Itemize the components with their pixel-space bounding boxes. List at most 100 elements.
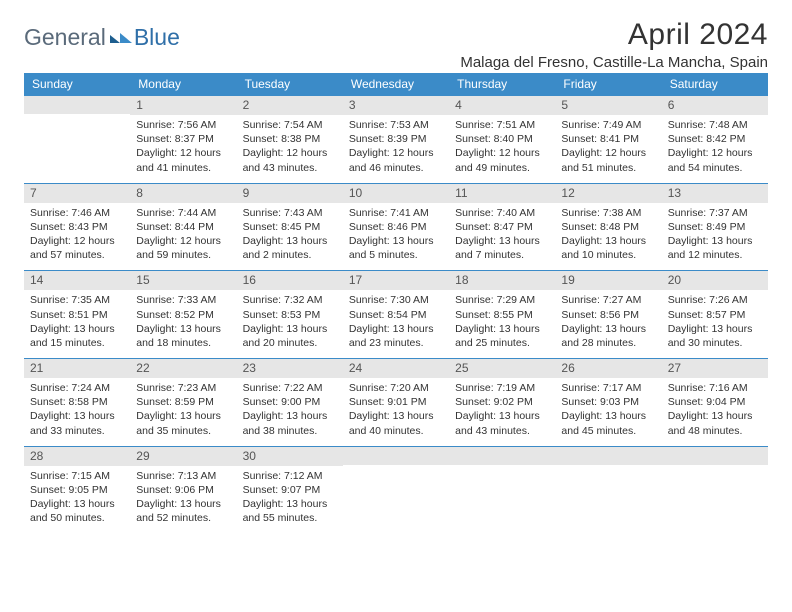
day-info: Sunrise: 7:38 AMSunset: 8:48 PMDaylight:… [561, 206, 655, 263]
sunset: Sunset: 8:58 PM [30, 395, 124, 409]
daylight: Daylight: 13 hours and 38 minutes. [243, 409, 337, 437]
day-number: 7 [24, 184, 130, 203]
day-number: 24 [343, 359, 449, 378]
sunset: Sunset: 8:57 PM [668, 308, 762, 322]
daylight: Daylight: 13 hours and 33 minutes. [30, 409, 124, 437]
sunset: Sunset: 8:38 PM [243, 132, 337, 146]
day-number: 16 [237, 271, 343, 290]
day-cell: 10Sunrise: 7:41 AMSunset: 8:46 PMDayligh… [343, 184, 449, 271]
day-cell: 16 Sunrise: 7:32 AMSunset: 8:53 PMDayligh… [237, 271, 343, 358]
sunset: Sunset: 8:41 PM [561, 132, 655, 146]
day-info: Sunrise: 7:30 AMSunset: 8:54 PMDaylight:… [349, 293, 443, 350]
day-info: Sunrise: 7:26 AMSunset: 8:57 PMDaylight:… [668, 293, 762, 350]
sunrise: Sunrise: 7:33 AM [136, 293, 230, 307]
sunset: Sunset: 8:46 PM [349, 220, 443, 234]
sunset: Sunset: 9:00 PM [243, 395, 337, 409]
sunrise: Sunrise: 7:13 AM [136, 469, 230, 483]
day-number: 23 [237, 359, 343, 378]
daylight: Daylight: 12 hours and 41 minutes. [136, 146, 230, 174]
day-cell: 18 Sunrise: 7:29 AMSunset: 8:55 PMDayligh… [449, 271, 555, 358]
day-cell: 14 Sunrise: 7:35 AMSunset: 8:51 PMDayligh… [24, 271, 130, 358]
sunrise: Sunrise: 7:17 AM [561, 381, 655, 395]
title-block: April 2024 Malaga del Fresno, Castille-L… [460, 18, 768, 71]
sunrise: Sunrise: 7:37 AM [668, 206, 762, 220]
day-info: Sunrise: 7:24 AMSunset: 8:58 PMDaylight:… [30, 381, 124, 438]
daylight: Daylight: 12 hours and 59 minutes. [136, 234, 230, 262]
sunrise: Sunrise: 7:54 AM [243, 118, 337, 132]
day-cell: 22 Sunrise: 7:23 AMSunset: 8:59 PMDayligh… [130, 359, 236, 446]
day-cell: 28Sunrise: 7:15 AMSunset: 9:05 PMDayligh… [24, 447, 130, 534]
day-cell: 26 Sunrise: 7:17 AMSunset: 9:03 PMDayligh… [555, 359, 661, 446]
day-cell: 12 Sunrise: 7:38 AMSunset: 8:48 PMDayligh… [555, 184, 661, 271]
sunset: Sunset: 9:01 PM [349, 395, 443, 409]
sunrise: Sunrise: 7:44 AM [136, 206, 230, 220]
daylight: Daylight: 12 hours and 49 minutes. [455, 146, 549, 174]
day-number: 13 [662, 184, 768, 203]
header: General Blue April 2024 Malaga del Fresn… [24, 18, 768, 71]
daylight: Daylight: 13 hours and 10 minutes. [561, 234, 655, 262]
day-cell: 30 Sunrise: 7:12 AMSunset: 9:07 PMDayligh… [237, 447, 343, 534]
day-number: 21 [24, 359, 130, 378]
sunset: Sunset: 8:53 PM [243, 308, 337, 322]
week-row: 21Sunrise: 7:24 AMSunset: 8:58 PMDayligh… [24, 359, 768, 447]
day-number: 19 [555, 271, 661, 290]
day-number: 15 [130, 271, 236, 290]
daylight: Daylight: 13 hours and 5 minutes. [349, 234, 443, 262]
sunset: Sunset: 8:55 PM [455, 308, 549, 322]
sunrise: Sunrise: 7:23 AM [136, 381, 230, 395]
day-cell: 15Sunrise: 7:33 AMSunset: 8:52 PMDayligh… [130, 271, 236, 358]
day-info: Sunrise: 7:35 AMSunset: 8:51 PMDaylight:… [30, 293, 124, 350]
sunset: Sunset: 8:42 PM [668, 132, 762, 146]
sunrise: Sunrise: 7:22 AM [243, 381, 337, 395]
sunrise: Sunrise: 7:41 AM [349, 206, 443, 220]
day-cell: 1Sunrise: 7:56 AMSunset: 8:37 PMDaylight… [130, 96, 236, 183]
day-number: 26 [555, 359, 661, 378]
day-number: 18 [449, 271, 555, 290]
daylight: Daylight: 13 hours and 45 minutes. [561, 409, 655, 437]
day-info: Sunrise: 7:17 AMSunset: 9:03 PMDaylight:… [561, 381, 655, 438]
sunset: Sunset: 8:37 PM [136, 132, 230, 146]
day-info: Sunrise: 7:13 AMSunset: 9:06 PMDaylight:… [136, 469, 230, 526]
day-number: 3 [343, 96, 449, 115]
sunset: Sunset: 9:07 PM [243, 483, 337, 497]
day-info: Sunrise: 7:29 AMSunset: 8:55 PMDaylight:… [455, 293, 549, 350]
logo: General Blue [24, 18, 180, 51]
day-cell [662, 447, 768, 534]
day-number: 5 [555, 96, 661, 115]
week-row: 7Sunrise: 7:46 AMSunset: 8:43 PMDaylight… [24, 184, 768, 272]
daylight: Daylight: 12 hours and 51 minutes. [561, 146, 655, 174]
day-number: 12 [555, 184, 661, 203]
dayname-fri: Friday [555, 73, 661, 96]
day-info: Sunrise: 7:40 AMSunset: 8:47 PMDaylight:… [455, 206, 549, 263]
sunset: Sunset: 8:56 PM [561, 308, 655, 322]
day-cell: 8Sunrise: 7:44 AMSunset: 8:44 PMDaylight… [130, 184, 236, 271]
sunset: Sunset: 8:51 PM [30, 308, 124, 322]
daylight: Daylight: 13 hours and 43 minutes. [455, 409, 549, 437]
day-number: 11 [449, 184, 555, 203]
day-cell: 4Sunrise: 7:51 AMSunset: 8:40 PMDaylight… [449, 96, 555, 183]
sunrise: Sunrise: 7:16 AM [668, 381, 762, 395]
day-number: 22 [130, 359, 236, 378]
day-cell [24, 96, 130, 183]
sunrise: Sunrise: 7:30 AM [349, 293, 443, 307]
daylight: Daylight: 12 hours and 46 minutes. [349, 146, 443, 174]
day-cell: 21 Sunrise: 7:24 AMSunset: 8:58 PMDayligh… [24, 359, 130, 446]
month-title: April 2024 [460, 18, 768, 52]
sunset: Sunset: 9:03 PM [561, 395, 655, 409]
day-info: Sunrise: 7:32 AMSunset: 8:53 PMDaylight:… [243, 293, 337, 350]
sunrise: Sunrise: 7:26 AM [668, 293, 762, 307]
sunrise: Sunrise: 7:24 AM [30, 381, 124, 395]
daylight: Daylight: 13 hours and 55 minutes. [243, 497, 337, 525]
day-cell [343, 447, 449, 534]
day-cell: 29Sunrise: 7:13 AMSunset: 9:06 PMDayligh… [130, 447, 236, 534]
day-number: 30 [237, 447, 343, 466]
calendar-grid: 1Sunrise: 7:56 AMSunset: 8:37 PMDaylight… [24, 96, 768, 533]
day-info: Sunrise: 7:20 AMSunset: 9:01 PMDaylight:… [349, 381, 443, 438]
sunset: Sunset: 9:04 PM [668, 395, 762, 409]
day-info: Sunrise: 7:23 AMSunset: 8:59 PMDaylight:… [136, 381, 230, 438]
day-info: Sunrise: 7:48 AMSunset: 8:42 PMDaylight:… [668, 118, 762, 175]
day-number: 14 [24, 271, 130, 290]
day-info: Sunrise: 7:12 AMSunset: 9:07 PMDaylight:… [243, 469, 337, 526]
dayname-sun: Sunday [24, 73, 130, 96]
daylight: Daylight: 13 hours and 23 minutes. [349, 322, 443, 350]
